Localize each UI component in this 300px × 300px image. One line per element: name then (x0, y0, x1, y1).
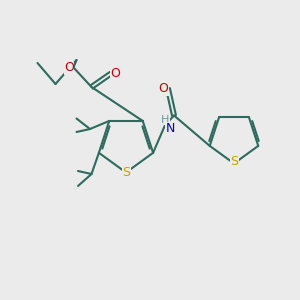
Text: S: S (230, 155, 238, 169)
Text: O: O (159, 82, 168, 95)
Text: O: O (111, 67, 120, 80)
Text: H: H (161, 115, 169, 125)
Text: N: N (166, 122, 175, 135)
Text: O: O (64, 61, 74, 74)
Text: S: S (122, 166, 130, 179)
